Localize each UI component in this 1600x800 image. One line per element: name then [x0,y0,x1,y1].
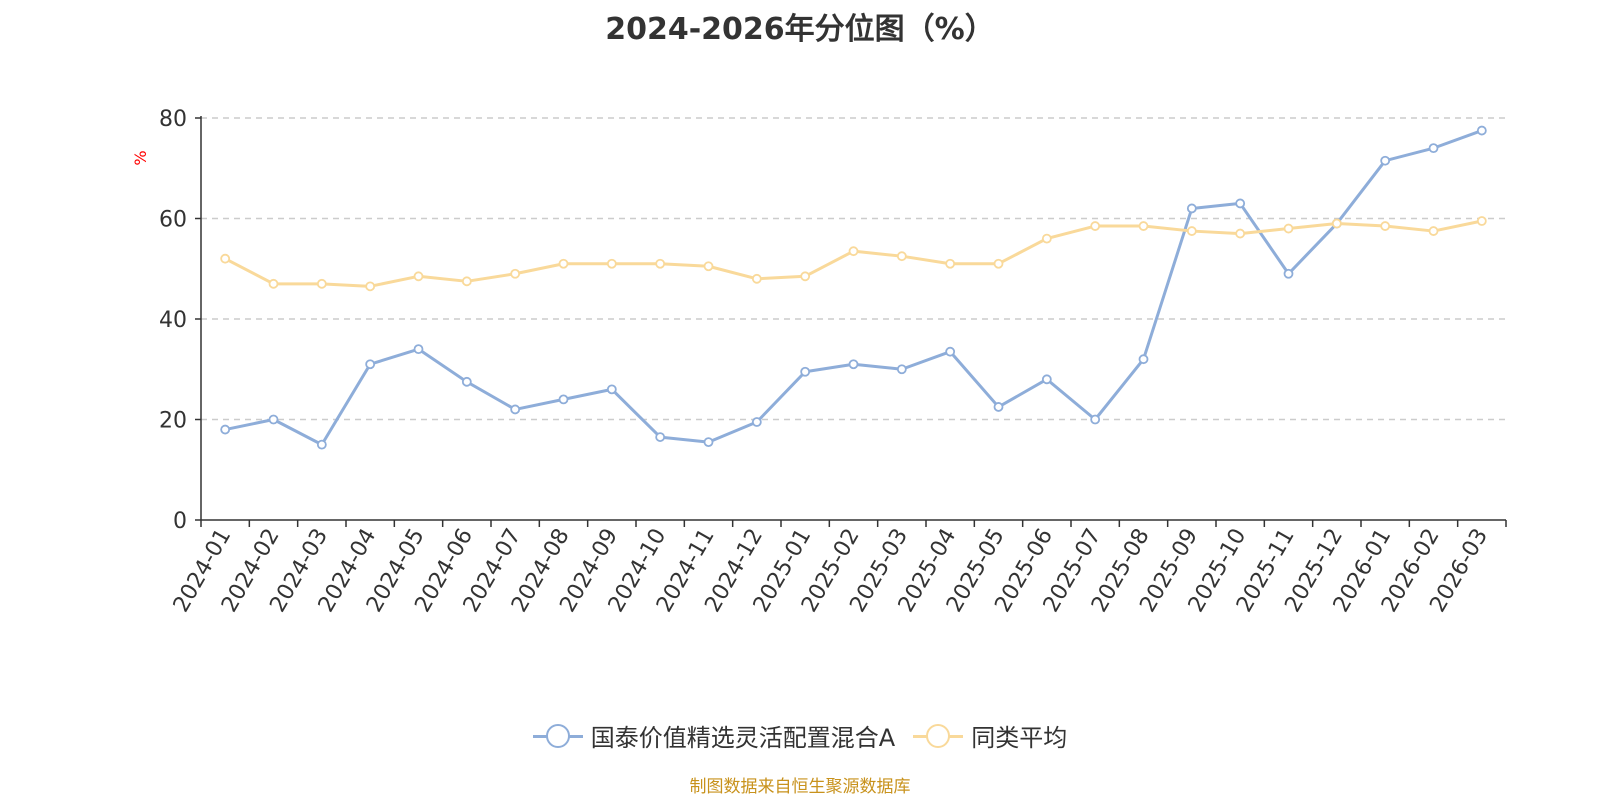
legend-label: 国泰价值精选灵活配置混合A [590,724,896,752]
data-point [703,437,714,448]
data-point [510,268,521,279]
data-point [800,271,811,282]
data-point [316,439,327,450]
data-point [1476,125,1487,136]
data-point [1283,223,1294,234]
legend-item-series-1[interactable]: 同类平均 [913,718,1067,753]
data-point [848,359,859,370]
data-point [1138,354,1149,365]
data-point [1186,226,1197,236]
series-1 [220,216,1487,292]
data-point [268,414,279,425]
data-point [993,402,1004,412]
y-tick-label: 0 [173,509,187,534]
data-point [1041,233,1052,244]
axes [195,116,1507,527]
data-point [268,278,279,289]
data-point [1476,216,1487,226]
data-point [413,344,424,355]
data-point [1041,374,1052,385]
data-point [1283,268,1294,279]
data-point [1138,221,1149,231]
data-point [993,258,1004,269]
data-point [220,424,231,435]
legend-swatch-icon [913,723,964,748]
data-point [1331,218,1342,229]
data-point [461,376,472,387]
y-tick-label: 40 [159,308,187,333]
data-point [461,276,472,287]
tick-labels: 0204060802024-012024-022024-032024-04202… [159,107,1493,617]
series-lines [220,125,1487,450]
data-point [1090,221,1101,231]
y-tick-label: 60 [159,208,187,233]
chart-title: 2024-2026年分位图（%） [605,12,995,47]
legend: 国泰价值精选灵活配置混合A 同类平均 [0,718,1600,753]
legend-label: 同类平均 [971,724,1068,752]
data-point [896,251,907,262]
data-point [751,417,762,427]
y-tick-label: 80 [159,107,187,132]
data-point [316,278,327,289]
data-point [1186,203,1197,214]
legend-item-series-0[interactable]: 国泰价值精选灵活配置混合A [532,718,896,753]
data-point [945,346,956,357]
data-point [655,432,666,442]
data-point [1428,226,1439,236]
data-point [510,404,521,415]
data-point [945,258,956,269]
grid-lines [201,117,1506,421]
data-point [848,246,859,257]
y-axis-label: % [131,150,150,165]
data-point [365,359,376,370]
data-point [220,253,231,264]
data-point [1235,198,1246,209]
source-note: 制图数据来自恒生聚源数据库 [689,777,911,797]
data-point [703,261,714,272]
data-point [365,281,376,292]
data-point [413,271,424,282]
y-tick-label: 20 [159,409,187,434]
data-point [1235,228,1246,239]
series-line [224,129,1483,447]
legend-swatch-icon [532,723,583,748]
data-point [1380,221,1391,231]
series-0 [220,125,1487,450]
data-point [558,394,569,405]
data-point [606,258,617,269]
data-point [896,364,907,375]
data-point [655,258,666,269]
data-point [1090,414,1101,425]
data-point [558,258,569,269]
data-point [606,384,617,395]
data-point [751,273,762,284]
data-point [1428,143,1439,154]
data-point [800,366,811,377]
data-point [1380,155,1391,166]
